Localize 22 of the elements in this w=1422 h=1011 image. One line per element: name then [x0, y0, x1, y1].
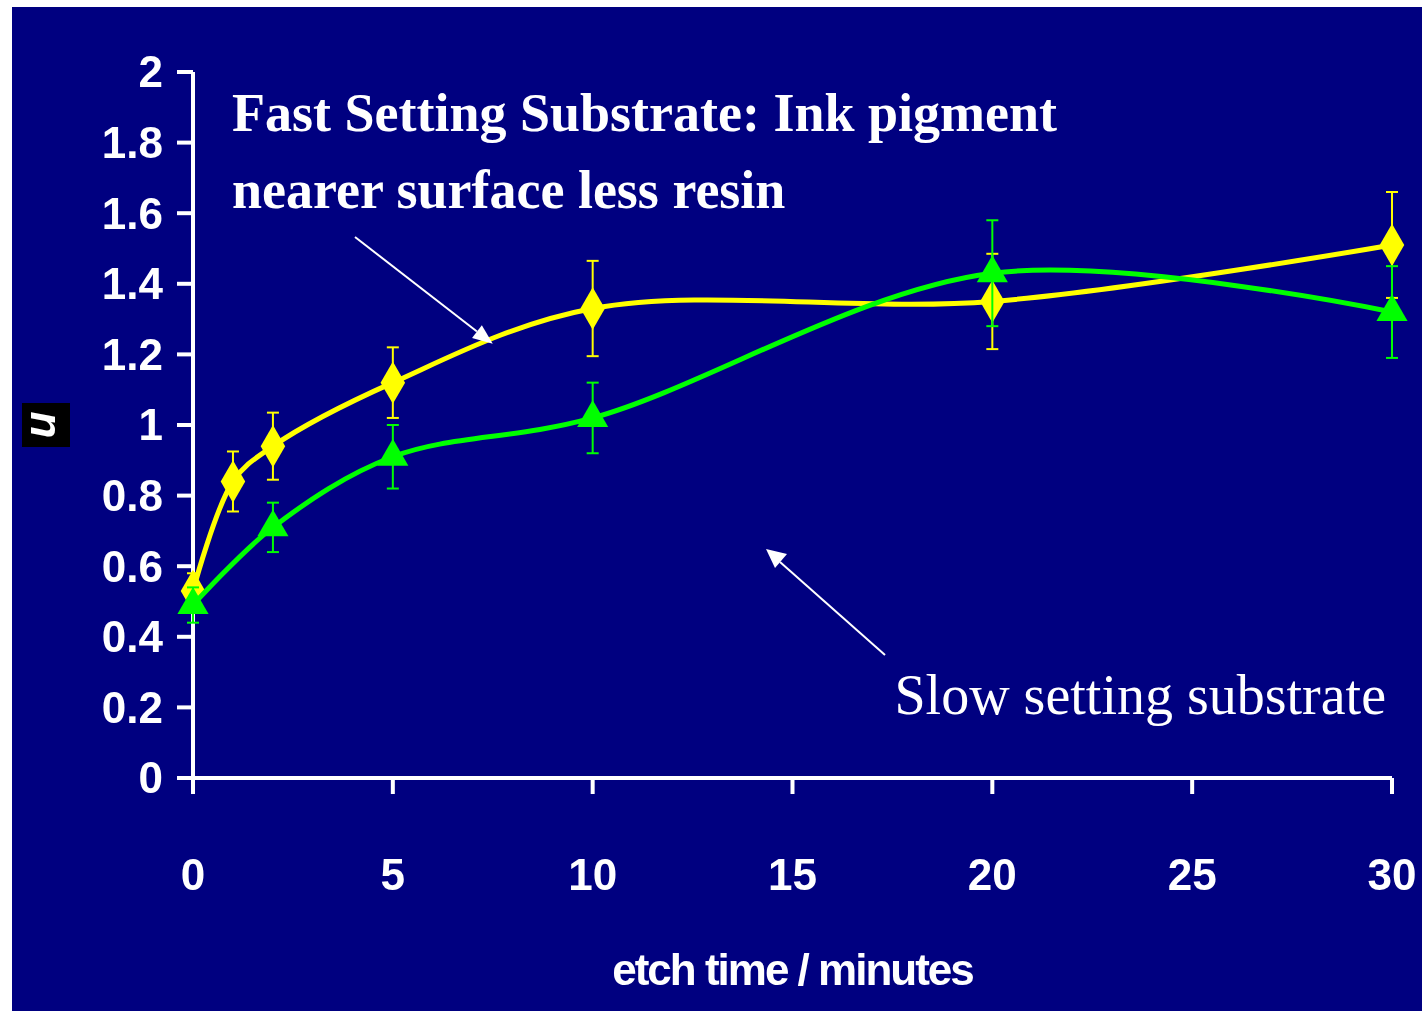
x-tick-label: 10: [568, 850, 618, 899]
x-tick-label: 15: [768, 850, 817, 899]
x-tick-label: 30: [1367, 850, 1417, 899]
y-tick-label: 1.2: [101, 329, 163, 379]
y-tick-label: 0.8: [101, 471, 163, 520]
y-tick-label: 1.8: [101, 118, 163, 167]
y-tick-label: 0.2: [101, 682, 163, 732]
annotation: Fast Setting Substrate: Ink pigment nearer surface less resin: [232, 83, 1058, 220]
y-tick-label: 0.6: [101, 541, 163, 591]
y-tick-label: 1.6: [101, 188, 163, 238]
x-tick-label: 20: [967, 850, 1017, 899]
y-tick-label: 1: [138, 400, 163, 450]
y-tick-label: 0: [138, 753, 163, 803]
x-tick-label: 5: [380, 850, 406, 899]
y-axis-title: n: [21, 411, 71, 439]
annotation: Slow setting substrate: [894, 664, 1386, 726]
x-tick-label: 25: [1167, 850, 1217, 899]
y-tick-label: 0.4: [101, 612, 164, 662]
x-axis-title: etch time / minutes: [612, 945, 974, 994]
y-tick-label: 1.4: [101, 259, 164, 309]
x-tick-label: 0: [180, 850, 206, 899]
y-tick-label: 2: [138, 47, 163, 97]
